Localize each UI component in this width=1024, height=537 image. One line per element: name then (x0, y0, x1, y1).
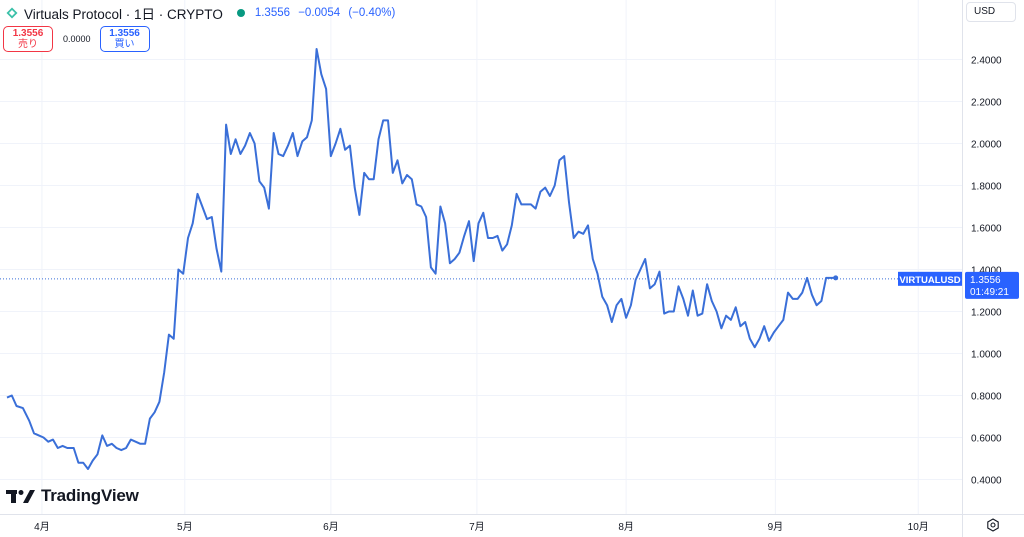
y-tick-label: 2.4000 (971, 56, 1002, 67)
tradingview-wordmark: TradingView (41, 486, 139, 505)
y-tick-label: 1.2000 (971, 308, 1002, 319)
live-status-icon (236, 9, 245, 17)
buy-label: 買い (114, 39, 135, 50)
y-tick-label: 0.4000 (971, 476, 1002, 487)
last-point-marker (833, 275, 839, 281)
last-price-box (965, 271, 1019, 299)
y-tick-label: 1.4000 (971, 266, 1002, 277)
sell-label: 売り (18, 39, 38, 50)
symbol-label-box (898, 271, 962, 286)
price-change: −0.0054 (298, 7, 341, 19)
y-tick-label: 0.8000 (971, 392, 1002, 403)
x-tick-label: 6月 (323, 521, 339, 533)
x-tick-label: 9月 (768, 521, 784, 533)
x-tick-label: 4月 (34, 521, 50, 533)
tradingview-watermark: TradingView (6, 486, 139, 506)
y-tick-label: 2.0000 (971, 140, 1002, 151)
virtuals-logo-icon (6, 7, 18, 19)
y-tick-label: 1.6000 (971, 224, 1002, 235)
y-tick-label: 1.0000 (971, 350, 1002, 361)
currency-selector[interactable]: USD (966, 2, 1016, 22)
y-tick-label: 1.8000 (971, 182, 1002, 193)
chart-header: Virtuals Protocol · 1日 · CRYPTO 1.3556 −… (6, 4, 400, 22)
y-tick-label: 2.2000 (971, 98, 1002, 109)
x-tick-label: 8月 (618, 521, 634, 533)
chart-grid (0, 0, 962, 514)
sell-button[interactable]: 1.3556 売り (3, 26, 53, 52)
x-tick-label: 7月 (469, 521, 485, 533)
symbol-title[interactable]: Virtuals Protocol · 1日 · CRYPTO (24, 7, 223, 22)
buy-button[interactable]: 1.3556 買い (99, 26, 150, 52)
buy-price: 1.3556 (109, 28, 140, 39)
sell-price: 1.3556 (12, 28, 44, 39)
price-change-percent: (−0.40%) (348, 7, 396, 19)
series-line (6, 48, 836, 470)
last-price: 1.3556 (254, 7, 291, 19)
symbol-label: VIRTUALUSD (899, 275, 960, 286)
chart-series (0, 48, 962, 470)
settings-icon[interactable] (986, 518, 1000, 532)
x-tick-label: 10月 (908, 521, 929, 533)
spread-value: 0.0000 (63, 34, 91, 44)
last-price-label: 1.3556 (970, 275, 1001, 286)
tradingview-logo-icon (6, 490, 35, 503)
trade-panel: 1.3556 売り 0.0000 1.3556 買い (3, 26, 150, 52)
countdown-label: 01:49:21 (970, 287, 1009, 298)
x-tick-label: 5月 (177, 521, 193, 533)
price-quote: 1.3556 −0.0054 (−0.40%) (255, 7, 400, 19)
y-tick-label: 0.6000 (971, 434, 1002, 445)
